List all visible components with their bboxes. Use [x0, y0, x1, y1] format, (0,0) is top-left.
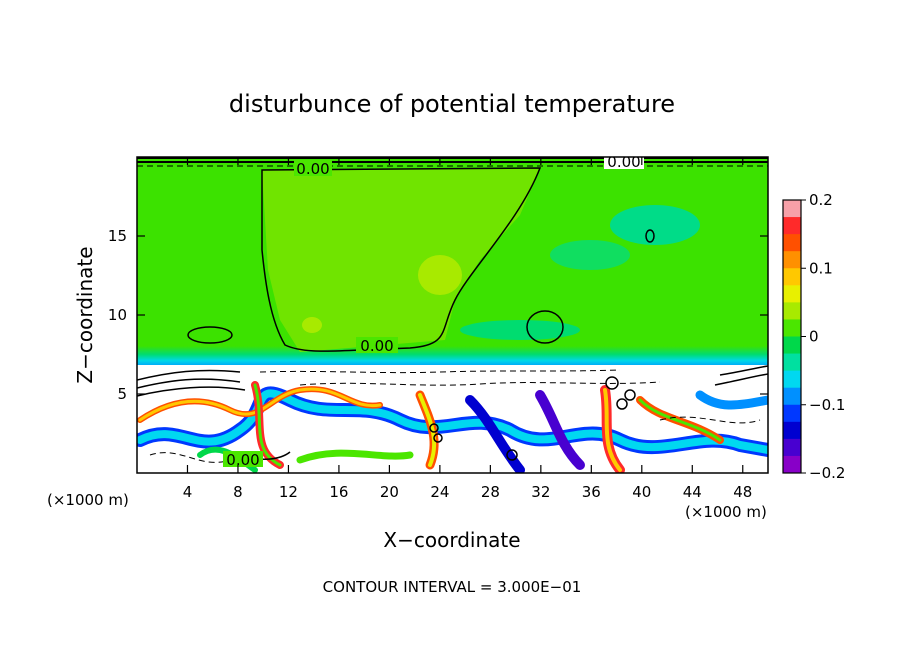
colorbar-segment: [783, 370, 801, 389]
chart-title: disturbunce of potential temperature: [229, 90, 675, 118]
warm-spot: [418, 255, 462, 295]
contour-label: 0.00: [226, 451, 259, 469]
colorbar: [782, 199, 802, 474]
colorbar-tick-label: 0: [809, 328, 819, 346]
cool-patch: [460, 320, 580, 340]
colorbar-tick-label: −0.1: [809, 396, 845, 414]
colorbar-segment: [783, 268, 801, 286]
warm-plume-region: [262, 168, 540, 352]
colorbar-segment: [783, 353, 801, 372]
x-tick-label: 36: [582, 483, 601, 501]
warm-spot: [302, 317, 322, 333]
colorbar-segment: [783, 234, 801, 252]
colorbar-tick-label: 0.2: [809, 191, 833, 209]
colorbar-tick-label: −0.2: [809, 464, 845, 482]
cool-patch: [550, 240, 630, 270]
colorbar-segment: [783, 200, 801, 218]
colorbar-segment: [783, 336, 801, 355]
colorbar-segment: [783, 302, 801, 320]
contour-interval-label: CONTOUR INTERVAL = 3.000E−01: [323, 578, 582, 596]
y-tick-label: 15: [108, 227, 127, 245]
x-tick-label: 44: [683, 483, 702, 501]
x-axis: 4 8 12 16 20 24 28 32 36 40 44 48: [183, 157, 752, 501]
contour-labels: 0.00 0.00 0.00 0.00: [223, 153, 644, 469]
x-tick-label: 8: [233, 483, 243, 501]
y-tick-label: 10: [108, 306, 127, 324]
plot-field: 0.00 0.00 0.00 0.00: [137, 153, 768, 473]
x-axis-label: X−coordinate: [383, 528, 520, 552]
x-tick-label: 24: [430, 483, 449, 501]
colorbar-segment: [783, 387, 801, 406]
x-tick-label: 28: [481, 483, 500, 501]
y-axis-label: Z−coordinate: [73, 246, 97, 383]
contour-lines: [137, 157, 768, 461]
colorbar-segment: [783, 438, 801, 457]
x-tick-label: 16: [329, 483, 348, 501]
x-tick-label: 48: [733, 483, 752, 501]
x-unit-label-right: (×1000 m): [685, 503, 767, 521]
x-unit-label-left: (×1000 m): [47, 491, 129, 509]
contour-label: 0.00: [296, 160, 329, 178]
y-tick-label: 5: [117, 385, 127, 403]
colorbar-segment: [783, 319, 801, 337]
colorbar-segment: [783, 251, 801, 269]
colorbar-segment: [783, 455, 801, 474]
contour-label: 0.00: [607, 153, 640, 171]
x-tick-label: 20: [380, 483, 399, 501]
lower-layer-structures: [137, 381, 768, 473]
cool-patch: [610, 205, 700, 245]
colorbar-tick-label: 0.1: [809, 259, 833, 277]
colorbar-segment: [783, 217, 801, 235]
colorbar-segment: [783, 404, 801, 423]
x-tick-label: 32: [531, 483, 550, 501]
x-tick-label: 40: [632, 483, 651, 501]
colorbar-segment: [783, 285, 801, 303]
colorbar-ticks: 0.2 0.1 0 −0.1 −0.2: [801, 191, 845, 482]
contour-label: 0.00: [360, 337, 393, 355]
x-tick-label: 4: [183, 483, 193, 501]
y-axis: 5 10 15: [108, 227, 768, 403]
dashed-contours: [137, 165, 768, 463]
colorbar-segment: [783, 421, 801, 440]
x-tick-label: 12: [279, 483, 298, 501]
